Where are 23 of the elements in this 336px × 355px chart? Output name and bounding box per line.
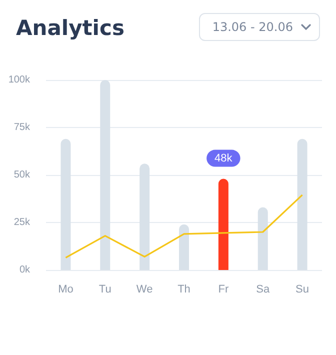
bar xyxy=(297,138,308,270)
x-tick-label: Tu xyxy=(98,284,112,296)
x-tick-label: We xyxy=(136,284,153,296)
y-tick-label: 25k xyxy=(14,217,31,228)
bar xyxy=(179,224,189,270)
y-tick-label: 0k xyxy=(19,264,31,276)
chart-title: Analytics xyxy=(16,16,124,40)
data-label: 48k xyxy=(214,152,233,164)
bar xyxy=(140,164,150,270)
text: 13.06 - 20.06 xyxy=(212,20,293,34)
x-tick-label: Fr xyxy=(218,284,229,296)
x-tick-label: Su xyxy=(296,284,310,296)
y-tick-label: 75k xyxy=(14,122,31,133)
bar xyxy=(60,138,71,270)
y-tick-label: 50k xyxy=(14,170,31,180)
bar xyxy=(258,207,268,270)
x-tick-label: Sa xyxy=(256,284,270,296)
bar xyxy=(100,80,110,270)
line-series xyxy=(64,194,304,258)
x-tick-label: Th xyxy=(178,284,190,296)
x-tick-label: Mo xyxy=(58,284,74,296)
bar xyxy=(218,178,228,270)
y-tick-label: 100k xyxy=(8,74,31,86)
